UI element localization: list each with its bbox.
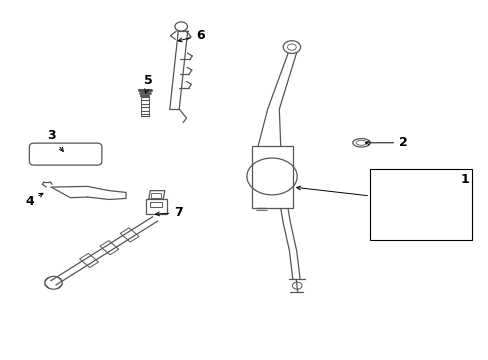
Text: 1: 1 <box>460 173 468 186</box>
Text: 5: 5 <box>144 73 153 93</box>
Text: 4: 4 <box>25 193 43 208</box>
Text: 7: 7 <box>155 206 183 219</box>
Text: 2: 2 <box>365 136 407 149</box>
Text: 3: 3 <box>47 129 63 152</box>
Text: 6: 6 <box>178 29 204 42</box>
